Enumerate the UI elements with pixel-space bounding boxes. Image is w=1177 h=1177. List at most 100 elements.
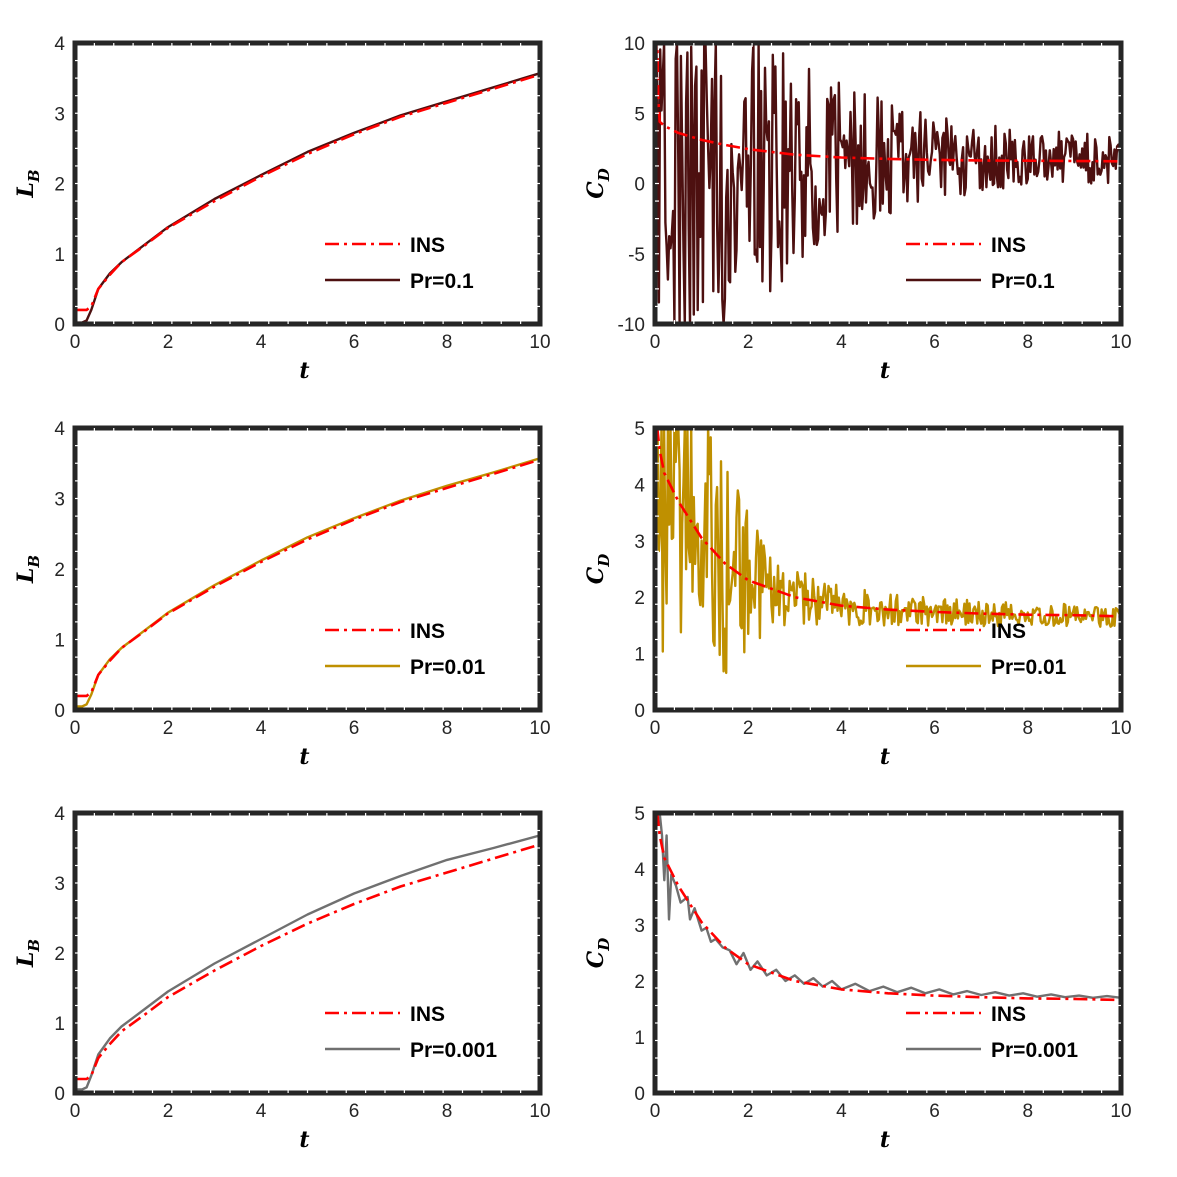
x-tick-label: 4 — [836, 332, 847, 353]
y-axis-label: LB — [13, 939, 43, 968]
x-tick-label: 6 — [349, 718, 360, 739]
x-tick-label: 8 — [442, 1101, 453, 1122]
y-tick-label: 1 — [634, 645, 645, 666]
x-tick-label: 2 — [743, 1101, 754, 1122]
x-tick-label: 2 — [163, 718, 174, 739]
y-tick-label: -5 — [628, 245, 645, 266]
legend-label: INS — [410, 620, 445, 643]
x-tick-label: 10 — [529, 332, 550, 353]
y-tick-label: 5 — [634, 804, 645, 825]
x-tick-label: 2 — [743, 332, 754, 353]
x-tick-label: 6 — [349, 1101, 360, 1122]
y-tick-label: 4 — [54, 34, 65, 55]
legend-label: Pr=0.001 — [410, 1039, 497, 1062]
series-line-pr — [75, 457, 540, 708]
y-axis-label: LB — [13, 169, 43, 198]
legend: INS Pr=0.1 — [325, 234, 474, 293]
y-tick-label: 1 — [634, 1028, 645, 1049]
x-tick-label: 0 — [70, 1101, 81, 1122]
legend-label: INS — [991, 234, 1026, 257]
series-line-pr — [658, 813, 1121, 999]
x-tick-label: 10 — [529, 718, 550, 739]
y-tick-label: 3 — [54, 874, 65, 895]
y-tick-label: 0 — [54, 1084, 65, 1105]
series-line-pr — [655, 428, 1121, 675]
x-axis-label: t — [299, 744, 309, 770]
x-tick-label: 8 — [1023, 332, 1034, 353]
x-tick-label: 8 — [442, 718, 453, 739]
x-tick-label: 6 — [929, 718, 940, 739]
x-tick-label: 4 — [836, 1101, 847, 1122]
y-tick-label: 0 — [54, 315, 65, 336]
panel-5: 0 2 4 6 8 10 0 1 2 3 4 t LB INS Pr=0.001 — [13, 804, 551, 1153]
x-tick-label: 4 — [256, 1101, 267, 1122]
series-line-ins — [75, 843, 540, 1081]
y-axis-label: LB — [13, 555, 43, 584]
legend-label: Pr=0.01 — [410, 656, 486, 679]
x-tick-label: 6 — [929, 332, 940, 353]
x-tick-label: 10 — [1110, 1101, 1131, 1122]
y-tick-label: 0 — [634, 175, 645, 196]
legend-label: Pr=0.01 — [991, 656, 1067, 679]
y-tick-label: 1 — [54, 245, 65, 266]
legend-label: Pr=0.1 — [991, 270, 1055, 293]
x-tick-label: 2 — [163, 1101, 174, 1122]
series-line-ins — [656, 813, 1121, 1002]
x-axis-label: t — [299, 1127, 309, 1153]
x-tick-label: 4 — [836, 718, 847, 739]
y-tick-label: 2 — [54, 175, 65, 196]
x-tick-label: 10 — [529, 1101, 550, 1122]
series-line-ins — [656, 428, 1121, 618]
y-tick-label: 3 — [634, 532, 645, 553]
x-tick-label: 6 — [929, 1101, 940, 1122]
legend-label: INS — [991, 1003, 1026, 1026]
y-tick-label: 3 — [54, 490, 65, 511]
x-axis-label: t — [880, 358, 890, 384]
series-line-ins — [75, 73, 540, 312]
x-tick-label: 2 — [743, 718, 754, 739]
y-tick-label: 3 — [54, 104, 65, 125]
legend: INS Pr=0.001 — [906, 1003, 1078, 1062]
y-tick-label: 10 — [624, 34, 645, 55]
x-axis-label: t — [299, 358, 309, 384]
panel-3: 0 2 4 6 8 10 0 1 2 3 4 t LB INS Pr=0.01 — [13, 419, 551, 770]
y-axis-label: CD — [583, 554, 613, 585]
x-tick-label: 0 — [650, 718, 661, 739]
y-tick-label: -10 — [618, 315, 645, 336]
legend-label: Pr=0.001 — [991, 1039, 1078, 1062]
legend: INS Pr=0.1 — [906, 234, 1055, 293]
x-tick-label: 8 — [442, 332, 453, 353]
legend-label: INS — [991, 620, 1026, 643]
series-line-ins — [75, 458, 540, 698]
legend-label: INS — [410, 1003, 445, 1026]
panel-2: 0 2 4 6 8 10 -10 -5 0 5 10 t CD INS Pr=0.1 — [583, 34, 1132, 384]
y-tick-label: 2 — [634, 972, 645, 993]
x-axis-label: t — [880, 1127, 890, 1153]
y-tick-label: 4 — [634, 475, 645, 496]
x-tick-label: 0 — [70, 718, 81, 739]
y-tick-label: 0 — [634, 1084, 645, 1105]
y-tick-label: 0 — [634, 701, 645, 722]
y-tick-label: 2 — [54, 560, 65, 581]
y-tick-label: 0 — [54, 701, 65, 722]
x-tick-label: 0 — [650, 332, 661, 353]
x-tick-label: 8 — [1023, 1101, 1034, 1122]
x-tick-label: 2 — [163, 332, 174, 353]
y-tick-label: 1 — [54, 1014, 65, 1035]
legend-label: INS — [410, 234, 445, 257]
y-tick-label: 5 — [634, 419, 645, 440]
legend: INS Pr=0.01 — [906, 620, 1067, 679]
y-tick-label: 4 — [634, 860, 645, 881]
y-tick-label: 3 — [634, 916, 645, 937]
y-axis-label: CD — [583, 168, 613, 199]
legend-label: Pr=0.1 — [410, 270, 474, 293]
x-tick-label: 8 — [1023, 718, 1034, 739]
legend: INS Pr=0.01 — [325, 620, 486, 679]
panel-6: 0 2 4 6 8 10 0 1 2 3 4 5 t CD INS Pr=0.001 — [583, 804, 1132, 1153]
x-tick-label: 6 — [349, 332, 360, 353]
y-tick-label: 1 — [54, 631, 65, 652]
y-tick-label: 2 — [54, 944, 65, 965]
y-tick-label: 4 — [54, 419, 65, 440]
y-tick-label: 2 — [634, 588, 645, 609]
y-tick-label: 4 — [54, 804, 65, 825]
